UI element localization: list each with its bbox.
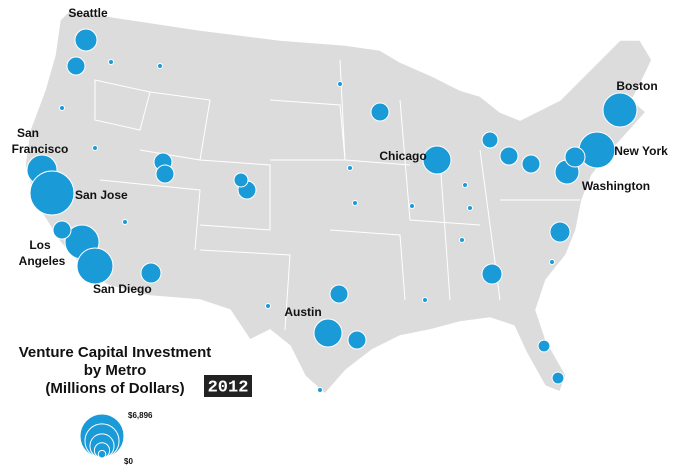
year-box xyxy=(204,375,252,397)
title-line: by Metro xyxy=(84,362,147,379)
metro-bubble xyxy=(551,371,565,385)
city-label: San xyxy=(17,126,39,140)
metro-bubble xyxy=(602,92,638,128)
metro-bubble xyxy=(92,145,98,151)
city-label: Chicago xyxy=(379,149,426,163)
city-label: Boston xyxy=(616,79,657,93)
metro-bubble xyxy=(347,165,353,171)
city-label: Francisco xyxy=(12,142,69,156)
metro-bubble xyxy=(52,220,72,240)
city-label: San Diego xyxy=(93,282,152,296)
year: 2012 xyxy=(208,378,249,397)
metro-bubble xyxy=(347,330,367,350)
city-label: Washington xyxy=(582,179,650,193)
metro-bubble xyxy=(409,203,415,209)
city-label: San Jose xyxy=(75,188,128,202)
metro-bubble xyxy=(499,146,519,166)
metro-bubble xyxy=(265,303,271,309)
title-line: Venture Capital Investment xyxy=(19,344,212,361)
title-line: (Millions of Dollars) xyxy=(45,380,184,397)
legend-min-label: $0 xyxy=(124,457,133,466)
metro-bubble xyxy=(329,284,349,304)
metro-bubble xyxy=(537,339,551,353)
metro-bubble xyxy=(337,81,343,87)
metro-bubble xyxy=(74,28,98,52)
metro-bubble xyxy=(29,170,75,216)
state-borders xyxy=(94,59,580,331)
metro-bubble xyxy=(370,102,390,122)
metro-bubble xyxy=(521,154,541,174)
metro-bubble xyxy=(422,145,452,175)
legend-max-label: $6,896 xyxy=(128,411,153,420)
metro-bubble xyxy=(59,105,65,111)
metro-bubble xyxy=(122,219,128,225)
city-label: Seattle xyxy=(68,6,108,20)
metro-bubble xyxy=(481,131,499,149)
metro-bubble xyxy=(481,263,503,285)
metro-bubble xyxy=(462,182,468,188)
metro-bubble xyxy=(233,172,249,188)
metro-bubble xyxy=(140,262,162,284)
metro-bubble xyxy=(157,63,163,69)
metro-bubble xyxy=(317,387,323,393)
metro-bubble xyxy=(76,247,114,285)
city-label: Los xyxy=(29,238,51,252)
metro-bubble xyxy=(66,56,86,76)
metro-bubble xyxy=(549,221,571,243)
metro-bubble xyxy=(549,259,555,265)
metro-bubble xyxy=(108,59,114,65)
legend-circle xyxy=(97,449,107,459)
city-label: New York xyxy=(614,144,668,158)
city-label: Angeles xyxy=(19,254,66,268)
metro-bubble xyxy=(459,237,465,243)
metro-bubble xyxy=(564,146,586,168)
metro-bubble xyxy=(578,131,616,169)
metro-bubble xyxy=(155,164,175,184)
city-label: Austin xyxy=(284,305,321,319)
metro-bubble xyxy=(422,297,428,303)
metro-bubble xyxy=(352,200,358,206)
metro-bubble xyxy=(313,318,343,348)
metro-bubble xyxy=(467,205,473,211)
